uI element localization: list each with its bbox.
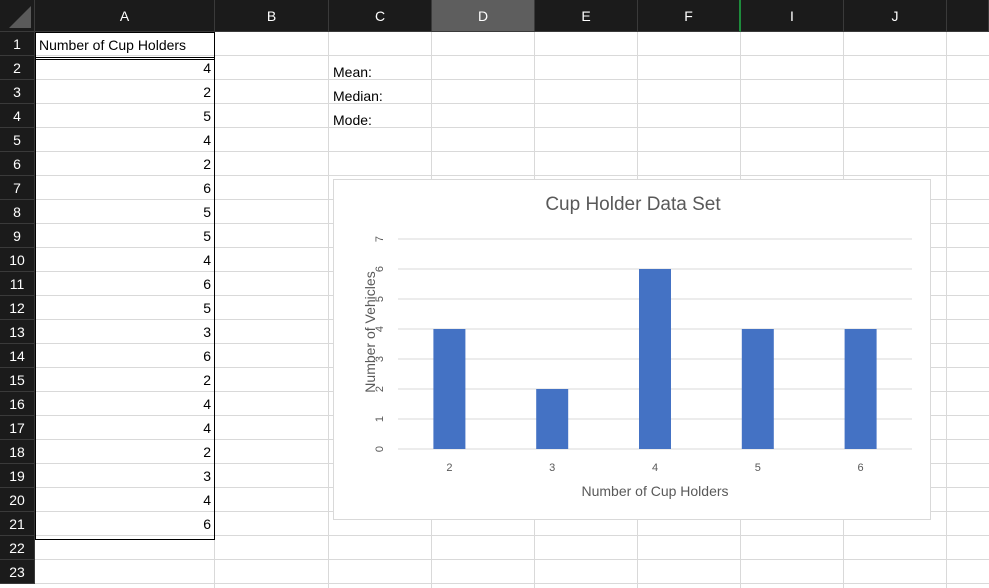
y-tick-label: 1: [374, 416, 386, 422]
row-header-23[interactable]: 23: [0, 560, 35, 584]
cell-a15[interactable]: 2: [203, 372, 211, 388]
column-header-next[interactable]: [947, 0, 989, 32]
cell-a11[interactable]: 6: [203, 276, 211, 292]
row-header-4[interactable]: 4: [0, 104, 35, 128]
row-header-17[interactable]: 17: [0, 416, 35, 440]
column-header-b[interactable]: B: [215, 0, 329, 32]
gridline-vertical: [328, 32, 329, 588]
row-header-21[interactable]: 21: [0, 512, 35, 536]
cell-a14[interactable]: 6: [203, 348, 211, 364]
bar-chart[interactable]: Cup Holder Data Set 0 1 2 3 4 5 6 7 2 3 4 5 6 Number…: [333, 179, 931, 520]
row-header-16[interactable]: 16: [0, 392, 35, 416]
select-all-triangle-icon: [9, 6, 31, 28]
y-tick-label: 0: [374, 446, 386, 452]
select-all-corner[interactable]: [0, 0, 35, 32]
column-header-d[interactable]: D: [432, 0, 535, 32]
row-header-3[interactable]: 3: [0, 80, 35, 104]
x-tick-label: 5: [755, 462, 761, 474]
gridline-horizontal: [35, 175, 989, 176]
cell-a2[interactable]: 4: [203, 60, 211, 76]
row-header-20[interactable]: 20: [0, 488, 35, 512]
y-axis-title: Number of Vehicles: [362, 271, 378, 393]
cell-a10[interactable]: 4: [203, 252, 211, 268]
bar-3[interactable]: [536, 389, 569, 449]
row-header-18[interactable]: 18: [0, 440, 35, 464]
gridline-horizontal: [35, 55, 989, 56]
y-tick-label: 4: [374, 326, 386, 332]
gridline-vertical: [946, 32, 947, 588]
column-a-header-double-underline: [35, 57, 215, 60]
y-tick-label: 5: [374, 296, 386, 302]
bar-2[interactable]: [433, 329, 466, 449]
cell-a19[interactable]: 3: [203, 468, 211, 484]
row-header-1[interactable]: 1: [0, 32, 35, 56]
cell-a18[interactable]: 2: [203, 444, 211, 460]
gridline-horizontal: [35, 103, 989, 104]
column-header-j[interactable]: J: [844, 0, 947, 32]
cell-a16[interactable]: 4: [203, 396, 211, 412]
y-tick-label: 3: [374, 356, 386, 362]
x-tick-label: 6: [858, 462, 864, 474]
row-header-10[interactable]: 10: [0, 248, 35, 272]
row-header-14[interactable]: 14: [0, 344, 35, 368]
y-tick-label: 2: [374, 386, 386, 392]
cell-a7[interactable]: 6: [203, 180, 211, 196]
cell-a9[interactable]: 5: [203, 228, 211, 244]
row-header-13[interactable]: 13: [0, 320, 35, 344]
cell-a20[interactable]: 4: [203, 492, 211, 508]
cell-c2-mean-label[interactable]: Mean:: [333, 64, 372, 80]
gridline-horizontal: [35, 535, 989, 536]
gridline-horizontal: [35, 151, 989, 152]
y-tick-label: 6: [374, 266, 386, 272]
cell-a6[interactable]: 2: [203, 156, 211, 172]
gridline-horizontal: [35, 127, 989, 128]
cell-a21[interactable]: 6: [203, 516, 211, 532]
cell-c3-median-label[interactable]: Median:: [333, 88, 383, 104]
x-axis-title: Number of Cup Holders: [581, 483, 729, 499]
row-header-6[interactable]: 6: [0, 152, 35, 176]
x-tick-label: 4: [652, 462, 658, 474]
gridline-horizontal: [35, 583, 989, 584]
row-header-7[interactable]: 7: [0, 176, 35, 200]
cell-a17[interactable]: 4: [203, 420, 211, 436]
cell-a5[interactable]: 4: [203, 132, 211, 148]
cell-a12[interactable]: 5: [203, 300, 211, 316]
bar-5[interactable]: [741, 329, 774, 449]
cell-a1-header[interactable]: Number of Cup Holders: [39, 36, 187, 53]
gridline-horizontal: [35, 559, 989, 560]
cell-a13[interactable]: 3: [203, 324, 211, 340]
bar-4[interactable]: [639, 269, 671, 449]
column-header-c[interactable]: C: [329, 0, 432, 32]
y-tick-label: 7: [374, 236, 386, 242]
row-header-9[interactable]: 9: [0, 224, 35, 248]
x-tick-label: 3: [549, 462, 555, 474]
row-header-22[interactable]: 22: [0, 536, 35, 560]
row-header-5[interactable]: 5: [0, 128, 35, 152]
row-header-15[interactable]: 15: [0, 368, 35, 392]
cell-a8[interactable]: 5: [203, 204, 211, 220]
column-header-f[interactable]: F: [638, 0, 741, 32]
cell-a3[interactable]: 2: [203, 84, 211, 100]
column-header-a[interactable]: A: [35, 0, 215, 32]
row-header-8[interactable]: 8: [0, 200, 35, 224]
row-header-19[interactable]: 19: [0, 464, 35, 488]
column-header-e[interactable]: E: [535, 0, 638, 32]
chart-plot: 0 1 2 3 4 5 6 7 2 3 4 5 6: [374, 236, 912, 474]
row-header-11[interactable]: 11: [0, 272, 35, 296]
gridline-horizontal: [35, 79, 989, 80]
chart-title: Cup Holder Data Set: [545, 194, 721, 215]
cell-a4[interactable]: 5: [203, 108, 211, 124]
row-header-2[interactable]: 2: [0, 56, 35, 80]
row-header-12[interactable]: 12: [0, 296, 35, 320]
column-header-i[interactable]: I: [741, 0, 844, 32]
cell-c4-mode-label[interactable]: Mode:: [333, 112, 372, 128]
x-tick-label: 2: [446, 462, 452, 474]
bar-6[interactable]: [844, 329, 877, 449]
